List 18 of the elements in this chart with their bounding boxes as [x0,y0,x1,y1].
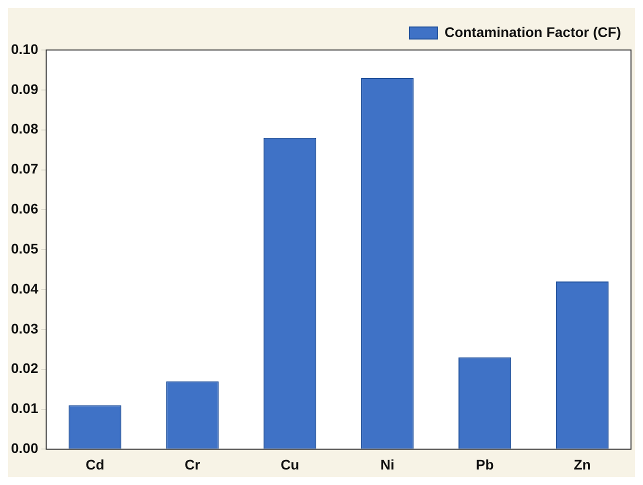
y-tick-label: 0.06 [11,200,38,217]
x-tick-label: Cu [280,456,300,472]
x-tick-label: Pb [476,456,494,472]
y-tick-label: 0.10 [11,40,38,57]
legend-label: Contamination Factor (CF) [444,24,621,40]
y-tick-label: 0.08 [11,120,38,137]
x-tick-label: Cr [184,456,201,472]
x-tick-label: Zn [574,456,591,472]
x-tick-label: Ni [380,456,394,472]
y-tick-label: 0.01 [11,400,38,416]
y-tick-label: 0.09 [11,80,38,97]
y-tick-label: 0.04 [11,280,38,296]
y-tick-label: 0.07 [11,160,38,177]
y-tick-label: 0.05 [11,240,38,256]
y-tick-label: 0.00 [11,440,38,456]
x-tick-label: Cd [86,456,104,472]
y-tick-label: 0.02 [11,360,38,376]
y-tick-label: 0.03 [11,320,38,336]
